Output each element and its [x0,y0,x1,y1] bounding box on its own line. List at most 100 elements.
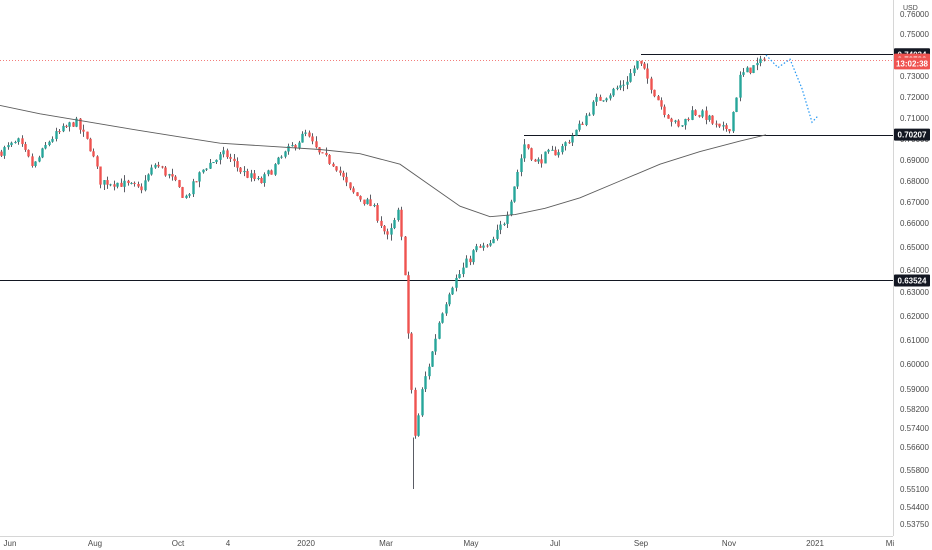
candle-body [133,182,136,184]
candle-body [24,144,27,150]
candle-body [298,142,301,148]
candle-body [243,170,246,173]
price-tick-label: 0.57400 [900,424,929,433]
price-tick-label: 0.54400 [900,503,929,512]
candle-body [257,177,260,180]
candle-body [178,180,181,188]
candle-body [506,214,509,224]
candle-body [106,180,109,185]
candle-body [55,131,58,139]
candle-body [523,144,526,159]
candle-body [369,199,372,207]
time-tick-label: 2021 [806,539,824,548]
time-tick-label: Sep [634,539,649,548]
candle-body [677,120,680,127]
candle-body [503,223,506,225]
price-tick-label: 0.64000 [900,266,929,275]
candle-body [79,118,82,130]
price-tag [894,57,930,70]
candle-body [691,110,694,120]
candle-body [486,245,489,247]
candle-body [72,122,75,127]
candle-body [410,333,413,390]
candle-body [202,169,205,173]
time-tick-label: Oct [172,539,185,548]
candle-body [561,146,564,153]
candle-body [342,172,345,177]
candle-body [130,182,133,184]
candle-body [280,156,283,158]
candle-body [646,68,649,79]
candle-body [458,274,461,278]
candle-body [421,389,424,416]
candle-body [304,132,307,134]
candle-body [373,205,376,207]
candle-body [363,199,366,205]
candle-body [198,172,201,182]
price-tick-label: 0.76000 [900,10,929,19]
candle-body [698,115,701,117]
candle-body [68,122,71,127]
candle-body [650,78,653,90]
candle-body [752,65,755,73]
candle-body [510,201,513,215]
candle-body [537,159,540,162]
candle-body [496,229,499,239]
candle-body [75,118,78,127]
candle-body [554,149,557,156]
candle-body [393,220,396,229]
candle-body [236,161,239,168]
candle-body [684,118,687,126]
candle-body [633,68,636,74]
candle-body [263,174,266,184]
price-tick-label: 0.55100 [900,485,929,494]
candle-body [424,376,427,390]
candle-body [557,152,560,156]
candle-body [732,111,735,132]
candle-body [715,123,718,125]
time-tick-label: Jun [4,539,17,548]
candle-body [472,250,475,263]
price-tick-label: 0.67000 [900,198,929,207]
candle-body [17,138,20,143]
candle-body [479,246,482,248]
candle-body [756,63,759,66]
projection-path [765,54,819,124]
candle-body [192,181,195,195]
candle-body [739,74,742,98]
moving-average-line [0,104,767,218]
price-axis[interactable]: 0.760000.750000.740000.730000.720000.710… [900,10,929,529]
plot-area[interactable] [0,54,893,490]
candle-body [41,148,44,158]
candle-body [144,180,147,191]
candle-body [547,149,550,152]
time-axis[interactable]: Jun Aug Oct 4 2020 Mar May Jul Sep Nov 2021 Mi [4,539,895,548]
candle-body [335,166,338,171]
price-tag-label: 0.63524 [898,276,927,285]
price-tag-label: 0.70207 [898,131,927,140]
candle-body [383,225,386,232]
price-tick-label: 0.60000 [900,360,929,369]
candle-body [171,174,174,177]
candle-body [451,287,454,295]
candle-body [513,186,516,202]
candle-body [267,170,270,175]
time-tick-label: Mar [379,539,393,548]
candle-body [48,141,51,146]
candle-body [626,81,629,85]
candle-body [687,118,690,120]
candle-body [592,101,595,115]
candle-body [116,182,119,187]
candle-body [681,125,684,127]
candle-body [722,125,725,127]
candle-body [311,136,314,142]
candle-body [520,158,523,172]
candle-body [150,167,153,175]
candle-body [448,294,451,305]
price-tag [894,274,930,287]
candle-body [578,123,581,130]
candle-body [229,157,232,159]
candle-body [475,246,478,251]
price-tick-label: 0.71000 [900,114,929,123]
